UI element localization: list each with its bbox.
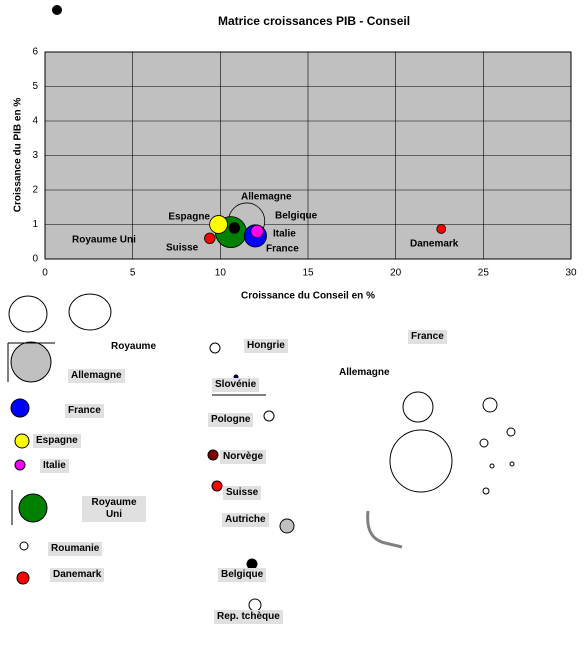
y-tick-label: 0 bbox=[32, 254, 38, 265]
data-label: Danemark bbox=[410, 239, 459, 250]
data-label: Royaume Uni bbox=[72, 235, 136, 246]
loose-label: Royaume bbox=[111, 341, 157, 352]
loose-label: France bbox=[65, 404, 104, 418]
loose-label: Danemark bbox=[50, 568, 105, 582]
loose-label: Autriche bbox=[222, 513, 269, 527]
loose-label: Hongrie bbox=[244, 339, 288, 353]
bubble bbox=[228, 222, 241, 234]
x-tick-label: 5 bbox=[130, 268, 136, 279]
bubble bbox=[209, 215, 228, 234]
data-label: Espagne bbox=[168, 212, 210, 223]
loose-label: Espagne bbox=[33, 434, 81, 448]
data-label: Belgique bbox=[275, 211, 318, 222]
x-tick-label: 30 bbox=[565, 268, 577, 279]
chart-title: Matrice croissances PIB - Conseil bbox=[218, 14, 410, 28]
loose-label: Italie bbox=[40, 459, 69, 473]
loose-label: Norvège bbox=[220, 450, 267, 464]
loose-label: Pologne bbox=[208, 413, 254, 427]
y-tick-label: 4 bbox=[32, 116, 38, 127]
x-tick-label: 25 bbox=[478, 268, 490, 279]
artifact bbox=[52, 5, 62, 15]
y-tick-label: 6 bbox=[32, 47, 38, 58]
loose-label: Rep. tchèque bbox=[214, 610, 283, 624]
data-label: France bbox=[266, 244, 299, 255]
data-label: Suisse bbox=[166, 243, 199, 254]
x-tick-label: 0 bbox=[42, 268, 48, 279]
x-tick-label: 10 bbox=[215, 268, 227, 279]
loose-label: Slovénie bbox=[212, 378, 260, 392]
loose-label: France bbox=[408, 330, 447, 344]
y-tick-label: 5 bbox=[32, 81, 38, 92]
bubble bbox=[250, 224, 264, 239]
loose-label: Belgique bbox=[218, 568, 267, 582]
loose-label: Allemagne bbox=[339, 367, 390, 378]
x-tick-label: 15 bbox=[302, 268, 314, 279]
x-axis-label: Croissance du Conseil en % bbox=[241, 291, 375, 302]
x-tick-label: 20 bbox=[390, 268, 402, 279]
loose-label: Royaume Uni bbox=[82, 496, 146, 522]
y-tick-label: 2 bbox=[32, 185, 38, 196]
y-tick-label: 3 bbox=[32, 150, 38, 161]
bubble bbox=[436, 224, 447, 234]
fragments bbox=[7, 293, 516, 612]
bubble bbox=[204, 232, 216, 244]
y-axis-label: Croissance du PIB en % bbox=[13, 98, 24, 213]
loose-label: Allemagne bbox=[68, 369, 125, 383]
y-tick-label: 1 bbox=[32, 219, 38, 230]
loose-label: Roumanie bbox=[48, 542, 103, 556]
data-label: Allemagne bbox=[241, 192, 292, 203]
data-label: Italie bbox=[273, 229, 296, 240]
loose-label: Suisse bbox=[223, 486, 262, 500]
